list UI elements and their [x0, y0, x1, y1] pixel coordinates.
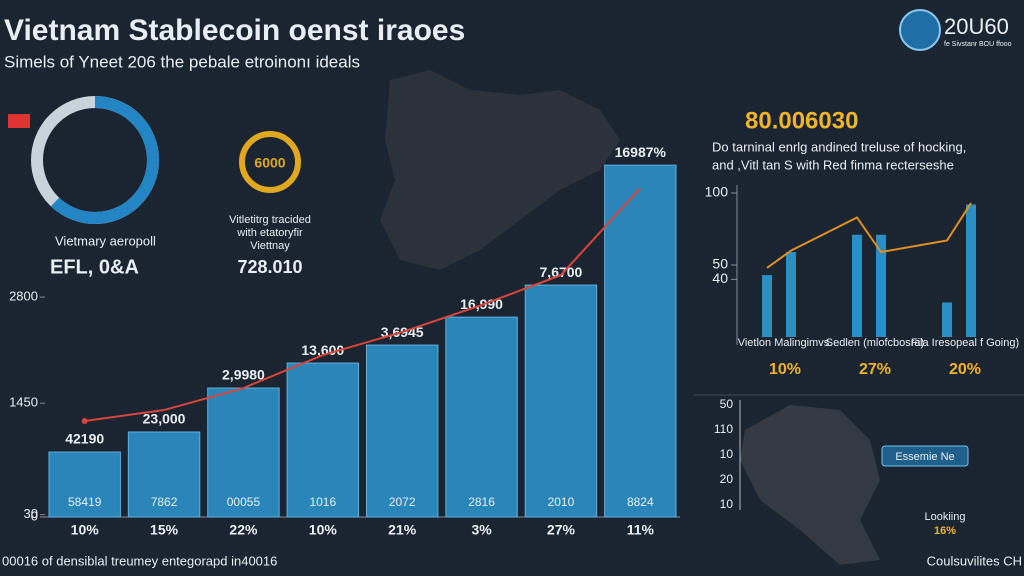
- badge-caption: with etatoryfir: [236, 227, 303, 239]
- bar: [445, 316, 518, 518]
- scale-label: 20: [720, 472, 734, 486]
- percent-label: 21%: [388, 522, 417, 538]
- percent-label: 10%: [309, 522, 338, 538]
- bar-top-label: 42190: [65, 431, 104, 447]
- curve-line: [766, 202, 972, 269]
- x-tick-label: 8824: [627, 495, 654, 509]
- callout: Essemie Ne: [895, 451, 954, 463]
- y-tick-label: 50: [712, 256, 728, 272]
- bar-top-label: 23,000: [143, 411, 186, 427]
- callout-box: [881, 445, 969, 467]
- x-tick-label: 58419: [68, 495, 102, 509]
- trend-start: [81, 418, 88, 425]
- scale-label: 10: [720, 447, 734, 461]
- percent-label: 27%: [859, 361, 891, 378]
- badge-caption: Vitletitrg tracided: [229, 214, 311, 226]
- bar: [786, 252, 796, 337]
- donut-hole: [45, 110, 145, 210]
- donut-arc: [50, 96, 159, 224]
- percent-label: 10%: [71, 522, 100, 538]
- scale-label: 110: [714, 422, 733, 436]
- bar: [365, 344, 439, 518]
- x-tick-label: 2816: [468, 495, 495, 509]
- subtitle: Simels of Yneet 206 the pebale etroinonı…: [4, 52, 360, 71]
- logo-globe: [899, 9, 941, 51]
- percent-label: 27%: [547, 522, 576, 538]
- panel-text: and ,Vitl tan S with Red finma recterses…: [712, 157, 954, 172]
- bar-top-label: 2,9980: [222, 367, 265, 383]
- donut-value: EFL, 0&A: [50, 256, 139, 278]
- percent-label: 22%: [229, 522, 258, 538]
- x-tick-label: Sedlen (mlofcbosra): [826, 337, 924, 349]
- panel-text: Do tarninal enrlg andined treluse of hoc…: [712, 139, 966, 154]
- percent-label: 20%: [949, 361, 981, 378]
- bar: [127, 431, 201, 518]
- footer-right: Coulsuvilites CH: [927, 553, 1022, 568]
- scale-label: 10: [720, 497, 734, 511]
- y-tick-label: 1450: [9, 395, 38, 410]
- percent-label: 3%: [471, 522, 492, 538]
- bar: [966, 204, 976, 337]
- badge-ring: [239, 131, 301, 193]
- flag: [8, 114, 30, 128]
- footer-left: 00016 of densiblal treumey entegorapd in…: [2, 553, 277, 568]
- bar: [207, 387, 280, 518]
- y-tick-label: 40: [712, 270, 728, 286]
- y-tick-label: 0: [31, 508, 38, 523]
- badge-value: 728.010: [237, 257, 302, 277]
- legend-label: Lookiing: [925, 511, 966, 523]
- x-tick-label: Vietlon Malingimvs.: [738, 337, 833, 349]
- x-tick-label: 00055: [227, 495, 261, 509]
- map-shape: [380, 70, 620, 270]
- bar: [48, 451, 121, 518]
- x-tick-label: 7862: [151, 495, 178, 509]
- bar: [852, 234, 862, 337]
- scale-label: 50: [720, 397, 734, 411]
- bar: [604, 164, 677, 518]
- trend-line: [84, 187, 642, 423]
- percent-label: 11%: [627, 522, 655, 538]
- y-tick-label: 100: [705, 184, 729, 200]
- donut-caption: Vietmary aeropoll: [55, 233, 156, 248]
- y-tick-label: 2800: [9, 289, 38, 304]
- bar: [876, 234, 886, 337]
- x-tick-label: 1016: [309, 495, 336, 509]
- bar: [286, 362, 360, 518]
- percent-label: 10%: [769, 361, 801, 378]
- bar: [942, 302, 952, 337]
- bar: [524, 284, 598, 518]
- bar-top-label: 7,6700: [540, 264, 583, 280]
- legend-value: 16%: [934, 525, 956, 537]
- bar-top-label: 16987%: [615, 144, 667, 160]
- title: Vietnam Stablecoin oenst iraoes: [4, 14, 465, 47]
- badge: 6000: [254, 155, 285, 171]
- logo: 20U60: [944, 14, 1009, 39]
- bar-top-label: 13,600: [301, 342, 344, 358]
- bar: [762, 275, 772, 337]
- logo-caption: fe Sivstanr BOU ffooo: [944, 41, 1012, 48]
- region-map: [740, 405, 880, 565]
- headline: 80.006030: [745, 107, 858, 134]
- y-tick-label: 30: [24, 506, 38, 521]
- x-tick-label: Fila Iresopeal f Going): [911, 337, 1019, 349]
- badge-caption: Viettnay: [250, 240, 290, 252]
- x-tick-label: 2010: [548, 495, 575, 509]
- x-tick-label: 2072: [389, 495, 416, 509]
- percent-label: 15%: [150, 522, 179, 538]
